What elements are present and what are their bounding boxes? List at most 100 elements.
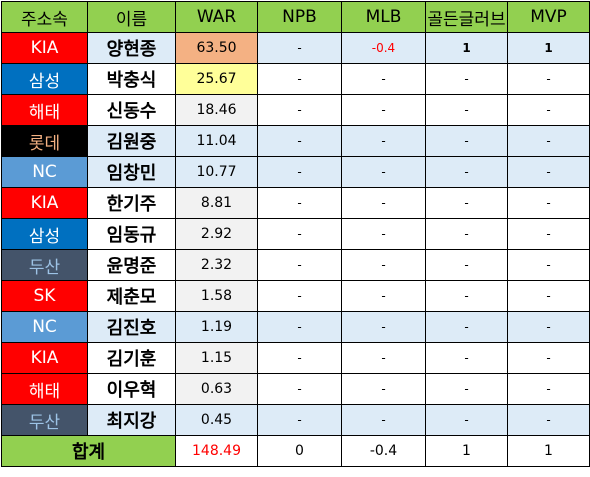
npb-cell: - — [257, 249, 342, 281]
golden-glove-cell: - — [425, 187, 508, 219]
war-cell: 1.19 — [175, 311, 258, 343]
mlb-cell: - — [341, 404, 426, 436]
team-cell: 해태 — [1, 373, 88, 405]
player-name: 제춘모 — [87, 280, 176, 312]
war-cell: 0.45 — [175, 404, 258, 436]
header-npb: NPB — [257, 1, 342, 33]
war-cell: 63.50 — [175, 32, 258, 64]
mvp-cell: - — [507, 187, 590, 219]
table-row: NC 김진호 1.19- - - - — [1, 311, 590, 343]
mvp-cell: - — [507, 311, 590, 343]
team-cell: KIA — [1, 187, 88, 219]
npb-cell: - — [257, 156, 342, 188]
table-row: KIA 한기주 8.81- - - - — [1, 187, 590, 219]
team-cell: 삼성 — [1, 218, 88, 250]
mlb-cell: - — [341, 373, 426, 405]
war-cell: 1.58 — [175, 280, 258, 312]
mlb-cell: - — [341, 249, 426, 281]
header-team: 주소속 — [1, 1, 88, 33]
npb-cell: - — [257, 373, 342, 405]
table-row: 해태 이우혁 0.63- - - - — [1, 373, 590, 405]
war-cell: 2.32 — [175, 249, 258, 281]
war-cell: 1.15 — [175, 342, 258, 374]
total-war: 148.49 — [175, 435, 258, 467]
table-row: SK 제춘모 1.58- - - - — [1, 280, 590, 312]
table-row: NC 임창민 10.77- - - - — [1, 156, 590, 188]
npb-cell: - — [257, 342, 342, 374]
golden-glove-cell: - — [425, 280, 508, 312]
golden-glove-cell: - — [425, 63, 508, 95]
golden-glove-cell: - — [425, 94, 508, 126]
mlb-cell: - — [341, 280, 426, 312]
war-cell: 18.46 — [175, 94, 258, 126]
golden-glove-cell: - — [425, 342, 508, 374]
mlb-cell: - — [341, 218, 426, 250]
total-npb: 0 — [257, 435, 342, 467]
mvp-cell: - — [507, 218, 590, 250]
mvp-cell: - — [507, 125, 590, 157]
table-row: 해태 신동수 18.46- - - - — [1, 94, 590, 126]
mvp-cell: - — [507, 280, 590, 312]
total-mlb: -0.4 — [341, 435, 426, 467]
npb-cell: - — [257, 280, 342, 312]
total-row: 합계 148.49 0 -0.4 1 1 — [1, 435, 590, 467]
team-cell: 삼성 — [1, 63, 88, 95]
golden-glove-cell: - — [425, 218, 508, 250]
mvp-cell: - — [507, 94, 590, 126]
total-label: 합계 — [1, 435, 176, 467]
mvp-cell: - — [507, 63, 590, 95]
npb-cell: - — [257, 63, 342, 95]
mlb-cell: - — [341, 125, 426, 157]
golden-glove-cell: 1 — [425, 32, 508, 64]
mvp-cell: 1 — [507, 32, 590, 64]
player-name: 김기훈 — [87, 342, 176, 374]
header-row: 주소속 이름 WAR NPB MLB 골든글러브 MVP — [1, 1, 590, 33]
team-cell: NC — [1, 156, 88, 188]
mvp-cell: - — [507, 373, 590, 405]
npb-cell: - — [257, 94, 342, 126]
player-name: 김진호 — [87, 311, 176, 343]
npb-cell: - — [257, 32, 342, 64]
golden-glove-cell: - — [425, 373, 508, 405]
player-name: 양현종 — [87, 32, 176, 64]
header-mlb: MLB — [341, 1, 426, 33]
table-row: 롯데 김원중 11.04- - - - — [1, 125, 590, 157]
team-cell: 두산 — [1, 249, 88, 281]
table-row: KIA 김기훈 1.15- - - - — [1, 342, 590, 374]
golden-glove-cell: - — [425, 156, 508, 188]
war-cell: 11.04 — [175, 125, 258, 157]
npb-cell: - — [257, 404, 342, 436]
header-mvp: MVP — [507, 1, 590, 33]
mlb-cell: - — [341, 342, 426, 374]
player-name: 임동규 — [87, 218, 176, 250]
player-name: 한기주 — [87, 187, 176, 219]
player-name: 박충식 — [87, 63, 176, 95]
npb-cell: - — [257, 218, 342, 250]
mlb-cell: - — [341, 63, 426, 95]
mvp-cell: - — [507, 249, 590, 281]
table-row: KIA 양현종 63.50- -0.4 1 1 — [1, 32, 590, 64]
team-cell: 롯데 — [1, 125, 88, 157]
player-name: 이우혁 — [87, 373, 176, 405]
player-name: 신동수 — [87, 94, 176, 126]
mlb-cell: - — [341, 187, 426, 219]
golden-glove-cell: - — [425, 125, 508, 157]
npb-cell: - — [257, 311, 342, 343]
team-cell: 해태 — [1, 94, 88, 126]
table-row: 삼성 박충식 25.67- - - - — [1, 63, 590, 95]
team-cell: SK — [1, 280, 88, 312]
war-cell: 8.81 — [175, 187, 258, 219]
mlb-cell: - — [341, 311, 426, 343]
npb-cell: - — [257, 125, 342, 157]
npb-cell: - — [257, 187, 342, 219]
total-golden-glove: 1 — [425, 435, 508, 467]
stats-table: 주소속 이름 WAR NPB MLB 골든글러브 MVP KIA 양현종 63.50… — [1, 1, 590, 467]
team-cell: KIA — [1, 32, 88, 64]
war-cell: 25.67 — [175, 63, 258, 95]
team-cell: 두산 — [1, 404, 88, 436]
mvp-cell: - — [507, 156, 590, 188]
war-cell: 10.77 — [175, 156, 258, 188]
player-name: 김원중 — [87, 125, 176, 157]
war-cell: 0.63 — [175, 373, 258, 405]
player-name: 임창민 — [87, 156, 176, 188]
